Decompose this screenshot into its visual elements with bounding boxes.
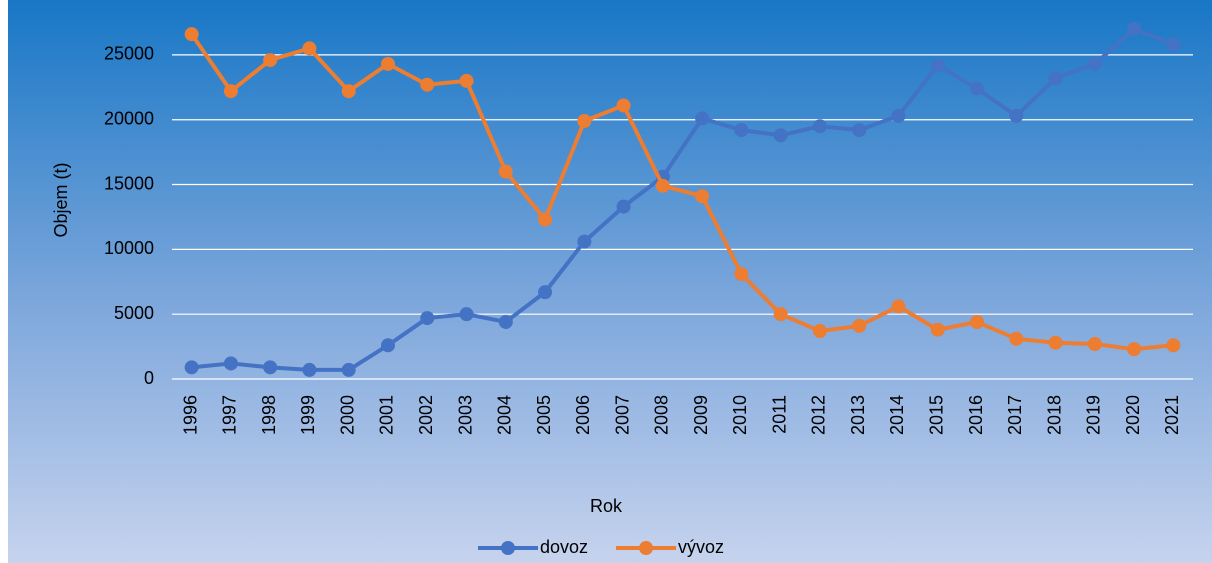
data-point bbox=[852, 318, 867, 333]
data-point bbox=[655, 178, 670, 193]
x-tick-label: 1996 bbox=[180, 395, 200, 435]
x-tick-label: 2016 bbox=[966, 395, 986, 435]
x-tick-label: 1999 bbox=[298, 395, 318, 435]
x-tick-label: 2014 bbox=[887, 395, 907, 435]
data-point bbox=[1166, 37, 1181, 52]
x-tick-label: 2004 bbox=[495, 395, 515, 435]
data-point bbox=[223, 84, 238, 99]
legend-marker bbox=[501, 541, 515, 555]
x-tick-label: 2008 bbox=[652, 395, 672, 435]
x-axis-label: Rok bbox=[590, 496, 623, 516]
data-point bbox=[184, 27, 199, 42]
data-point bbox=[970, 81, 985, 96]
data-point bbox=[773, 128, 788, 143]
legend-marker bbox=[639, 541, 654, 555]
x-tick-label: 2019 bbox=[1084, 395, 1104, 435]
data-point bbox=[263, 360, 278, 375]
data-point bbox=[970, 314, 985, 329]
data-point bbox=[459, 307, 474, 322]
x-tick-label: 2021 bbox=[1162, 395, 1182, 435]
x-tick-label: 2018 bbox=[1044, 395, 1064, 435]
data-point bbox=[616, 98, 631, 113]
data-point bbox=[302, 41, 317, 56]
data-point bbox=[930, 322, 945, 337]
x-tick-label: 2006 bbox=[573, 395, 593, 435]
x-tick-label: 2011 bbox=[769, 395, 789, 434]
legend-label: vývoz bbox=[678, 537, 724, 557]
x-tick-label: 2002 bbox=[416, 395, 436, 435]
data-point bbox=[577, 234, 592, 249]
data-point bbox=[891, 108, 906, 123]
y-tick-label: 15000 bbox=[104, 173, 154, 193]
data-point bbox=[734, 266, 749, 281]
data-point bbox=[420, 77, 435, 92]
data-point bbox=[420, 311, 435, 326]
x-tick-label: 2000 bbox=[337, 395, 357, 435]
data-point bbox=[695, 111, 710, 126]
data-point bbox=[1166, 338, 1181, 353]
x-tick-label: 2017 bbox=[1005, 395, 1025, 435]
x-tick-label: 2013 bbox=[848, 395, 868, 435]
data-point bbox=[341, 84, 356, 99]
x-tick-label: 2015 bbox=[927, 395, 947, 435]
data-point bbox=[577, 114, 592, 129]
data-point bbox=[263, 53, 278, 68]
data-point bbox=[930, 58, 945, 73]
data-point bbox=[538, 285, 553, 300]
x-tick-label: 1998 bbox=[259, 395, 279, 435]
data-point bbox=[1048, 335, 1063, 350]
data-point bbox=[616, 199, 631, 214]
series-line bbox=[189, 33, 1174, 352]
legend-label: dovoz bbox=[540, 537, 588, 557]
y-tick-label: 20000 bbox=[104, 108, 154, 128]
y-tick-label: 5000 bbox=[114, 303, 154, 323]
series-line bbox=[191, 26, 1175, 372]
data-point bbox=[223, 356, 238, 371]
data-point bbox=[891, 299, 906, 314]
data-point bbox=[498, 314, 513, 329]
data-point bbox=[1009, 108, 1024, 123]
x-tick-label: 2020 bbox=[1123, 395, 1143, 435]
data-point bbox=[498, 164, 513, 179]
x-tick-label: 2007 bbox=[612, 395, 632, 435]
y-tick-label: 0 bbox=[144, 368, 154, 388]
data-point bbox=[459, 73, 474, 88]
data-point bbox=[302, 362, 317, 377]
data-point bbox=[1087, 56, 1102, 71]
data-point bbox=[341, 362, 356, 377]
data-point bbox=[812, 324, 827, 339]
data-point bbox=[1087, 336, 1102, 351]
background bbox=[8, 0, 1212, 563]
data-point bbox=[184, 360, 199, 375]
data-point bbox=[380, 338, 395, 353]
x-tick-label: 2005 bbox=[534, 395, 554, 435]
data-point bbox=[734, 123, 749, 138]
x-tick-label: 2003 bbox=[455, 395, 475, 435]
y-tick-label: 10000 bbox=[104, 238, 154, 258]
data-point bbox=[380, 56, 395, 71]
data-point bbox=[538, 212, 553, 227]
data-point bbox=[1009, 331, 1024, 346]
x-tick-label: 1997 bbox=[220, 395, 240, 435]
x-tick-label: 2010 bbox=[730, 395, 750, 435]
data-point bbox=[1048, 71, 1063, 86]
data-point bbox=[1127, 21, 1142, 36]
data-point bbox=[695, 189, 710, 204]
y-axis-label: Objem (t) bbox=[51, 162, 71, 237]
x-tick-label: 2009 bbox=[691, 395, 711, 435]
x-tick-label: 2001 bbox=[377, 395, 397, 435]
data-point bbox=[812, 119, 827, 134]
data-point bbox=[1127, 342, 1142, 357]
y-tick-label: 25000 bbox=[104, 44, 154, 64]
data-point bbox=[852, 123, 867, 138]
x-tick-label: 2012 bbox=[809, 395, 829, 435]
data-point bbox=[773, 307, 788, 322]
